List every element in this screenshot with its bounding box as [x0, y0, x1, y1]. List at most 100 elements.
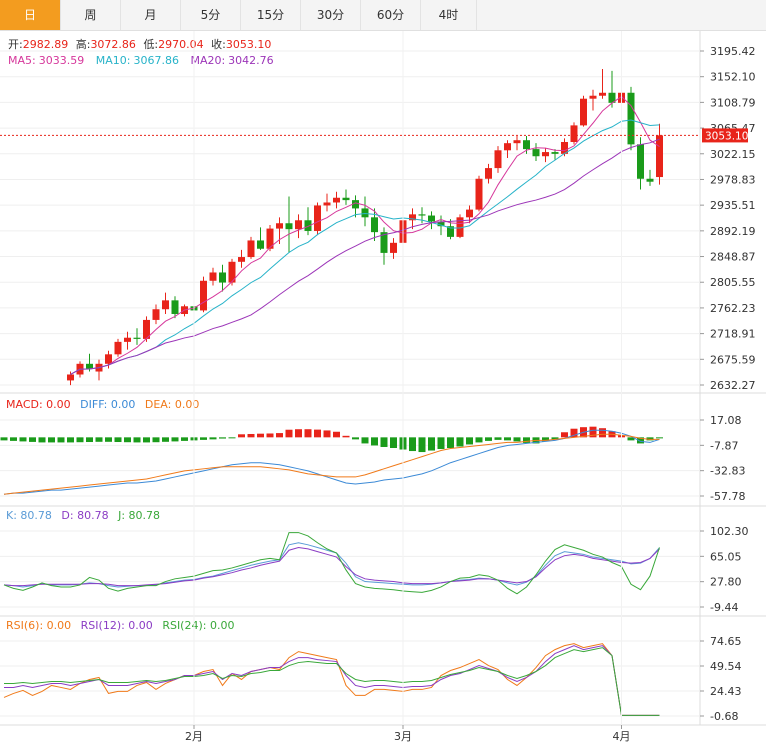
tab-4hour[interactable]: 4时 — [421, 0, 477, 30]
candle-body — [390, 242, 397, 253]
candle-body — [532, 149, 540, 157]
candle-body — [143, 319, 150, 339]
candle-body — [67, 374, 74, 381]
y-tick-label: -57.78 — [710, 490, 745, 503]
tab-30min[interactable]: 30分 — [301, 0, 361, 30]
candle-body — [295, 220, 302, 230]
candle-body — [504, 143, 511, 151]
candle-body — [513, 140, 521, 144]
macd-bar — [361, 437, 369, 444]
candle-body — [409, 214, 416, 221]
macd-bar — [656, 437, 663, 439]
y-tick-label: 3195.42 — [710, 45, 756, 58]
candle-body — [437, 221, 445, 227]
y-tick-label: 74.65 — [710, 635, 742, 648]
candle-body — [475, 178, 483, 210]
candle-body — [637, 144, 644, 179]
macd-bar — [333, 431, 340, 438]
macd-bar — [29, 437, 36, 442]
y-tick-label: 3152.10 — [710, 71, 756, 84]
macd-bar — [152, 437, 160, 443]
macd-bar — [181, 437, 188, 441]
x-tick-label: 4月 — [613, 730, 631, 743]
candle-body — [257, 240, 264, 249]
candle-body — [551, 152, 559, 154]
y-tick-label: 3022.15 — [710, 148, 756, 161]
y-tick-label: 17.08 — [710, 414, 742, 427]
candle-body — [124, 337, 131, 342]
macd-bar — [295, 429, 302, 438]
y-tick-label: 2978.83 — [710, 173, 756, 186]
macd-bar — [124, 437, 131, 443]
candle-body — [238, 257, 245, 262]
macd-panel: 17.08 -7.87 -32.83 -57.78 — [0, 414, 745, 503]
y-tick-label: 65.05 — [710, 550, 742, 563]
macd-bar — [551, 437, 559, 440]
macd-bar — [371, 437, 378, 446]
tab-15min[interactable]: 15分 — [241, 0, 301, 30]
macd-bar — [466, 437, 473, 445]
j-line — [3, 532, 660, 595]
stock-chart[interactable]: 开:2982.89 高:3072.86 低:2970.04 收:3053.10 … — [0, 31, 766, 752]
candle-body — [580, 98, 587, 126]
macd-bar — [523, 437, 530, 443]
macd-bar — [76, 437, 84, 443]
candle-body — [105, 354, 112, 364]
macd-bar — [304, 429, 312, 438]
k-line — [3, 542, 660, 588]
macd-bar — [599, 428, 606, 438]
tab-5min[interactable]: 5分 — [181, 0, 241, 30]
info-line-ma: MA5: 3033.59 MA10: 3067.86 MA20: 3042.76 — [8, 54, 274, 67]
x-tick-label: 2月 — [185, 730, 203, 743]
last-price-label: 3053.10 — [705, 130, 748, 142]
macd-bar — [504, 437, 511, 441]
macd-bar — [513, 437, 521, 442]
macd-bar — [257, 433, 264, 438]
d-line — [3, 547, 660, 587]
y-tick-label: 2718.91 — [710, 328, 756, 341]
candle-body — [494, 150, 502, 169]
y-tick-label: 2848.87 — [710, 251, 756, 264]
macd-bar — [247, 433, 255, 438]
candle-body — [646, 178, 654, 182]
tab-month[interactable]: 月 — [121, 0, 181, 30]
candle-body — [228, 261, 236, 283]
candle-body — [247, 240, 255, 258]
y-tick-label: 27.80 — [710, 576, 742, 589]
tab-day[interactable]: 日 — [0, 0, 61, 30]
rsi24-line — [4, 647, 660, 716]
tab-week[interactable]: 周 — [61, 0, 121, 30]
y-tick-label: -7.87 — [710, 439, 738, 452]
candle-body — [608, 92, 616, 103]
candle-body — [599, 92, 606, 96]
candle-body — [561, 141, 568, 154]
candle-body — [523, 140, 530, 150]
x-tick-label: 3月 — [394, 730, 412, 743]
candle-body — [342, 197, 350, 201]
y-tick-label: 2762.23 — [710, 302, 756, 315]
candle-body — [219, 272, 226, 283]
candle-body — [162, 300, 169, 310]
candle-body — [314, 205, 321, 231]
ma10-line — [70, 119, 660, 375]
macd-bar — [162, 437, 169, 442]
macd-bar — [171, 437, 179, 442]
candle-body — [447, 226, 454, 237]
macd-bar — [314, 429, 321, 438]
macd-bar — [238, 434, 245, 438]
y-tick-label: 2632.27 — [710, 379, 756, 392]
macd-bar — [418, 437, 426, 453]
macd-bar — [637, 437, 644, 444]
macd-bar — [352, 437, 359, 440]
macd-bar — [228, 437, 236, 439]
macd-bar — [133, 437, 141, 443]
y-tick-label: -0.68 — [710, 710, 738, 723]
macd-bar — [285, 429, 293, 438]
rsi12-line — [4, 645, 660, 716]
candle-body — [133, 337, 141, 339]
macd-bar — [67, 437, 74, 443]
macd-bar — [627, 437, 635, 441]
last-price-badge — [702, 128, 748, 143]
tab-60min[interactable]: 60分 — [361, 0, 421, 30]
y-tick-label: 102.30 — [710, 525, 749, 538]
